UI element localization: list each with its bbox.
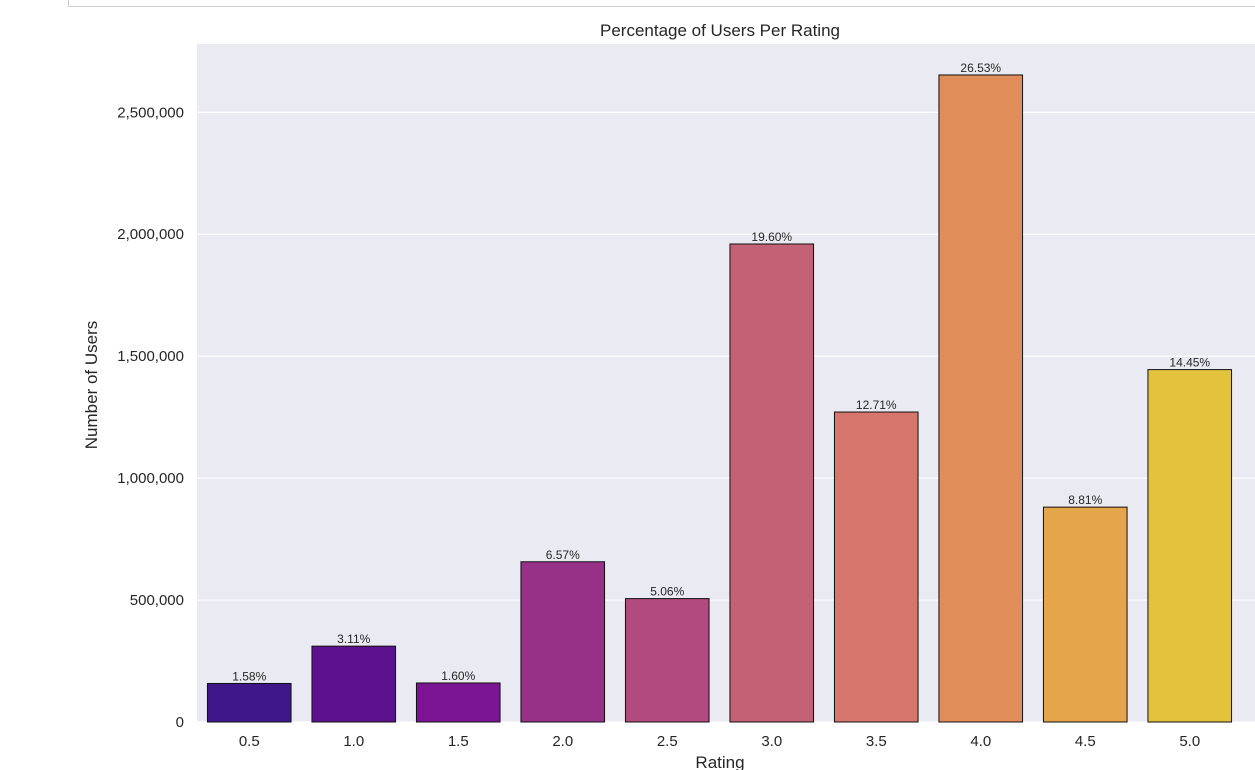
bar-percent-label: 26.53% (960, 61, 1001, 75)
x-tick-label: 4.5 (1075, 733, 1096, 750)
bar-4.0 (938, 74, 1024, 723)
x-tick-label: 3.0 (761, 733, 782, 750)
bar-percent-label: 5.06% (650, 585, 684, 599)
bars (206, 74, 1233, 723)
bar-4.5 (1042, 506, 1128, 723)
y-tick-label: 1,000,000 (117, 470, 184, 487)
bar-5.0 (1147, 369, 1233, 723)
y-tick-label: 1,500,000 (117, 348, 184, 365)
bar-3.0 (729, 243, 815, 723)
bar-labels: 1.58% 3.11% 1.60% 6.57% 5.06% 19.60% 12.71% 26.… (232, 61, 1210, 683)
bar-percent-label: 8.81% (1068, 493, 1102, 507)
notebook-cell-border (68, 0, 1255, 7)
bar-percent-label: 12.71% (856, 398, 897, 412)
bar-3.5 (833, 411, 919, 723)
chart-title: Percentage of Users Per Rating (600, 21, 840, 40)
x-tick-label: 4.0 (970, 733, 991, 750)
bar-0.5 (206, 682, 292, 723)
x-tick-label: 1.5 (448, 733, 469, 750)
y-tick-labels: 0 500,000 1,000,000 1,500,000 2,000,000 2,500… (117, 104, 184, 731)
bar-percent-label: 14.45% (1169, 356, 1210, 370)
x-tick-label: 2.0 (552, 733, 573, 750)
x-tick-labels: 0.5 1.0 1.5 2.0 2.5 3.0 3.5 4.0 4.5 5.0 (239, 733, 1200, 750)
y-tick-label: 0 (176, 714, 184, 731)
bar-2.5 (624, 598, 710, 723)
x-tick-label: 2.5 (657, 733, 678, 750)
bar-percent-label: 19.60% (751, 230, 792, 244)
y-tick-label: 2,000,000 (117, 226, 184, 243)
bar-percent-label: 6.57% (546, 548, 580, 562)
x-tick-label: 5.0 (1179, 733, 1200, 750)
bar-1.5 (415, 682, 501, 723)
bar-percent-label: 3.11% (337, 632, 370, 646)
y-tick-label: 2,500,000 (117, 104, 184, 121)
y-tick-label: 500,000 (130, 592, 184, 609)
bar-2.0 (520, 561, 606, 723)
x-tick-label: 3.5 (866, 733, 887, 750)
x-tick-label: 1.0 (343, 733, 364, 750)
bar-percent-label: 1.58% (232, 669, 266, 683)
bar-percent-label: 1.60% (441, 669, 475, 683)
y-axis-label: Number of Users (82, 321, 101, 449)
x-tick-label: 0.5 (239, 733, 260, 750)
bar-1.0 (311, 645, 397, 723)
x-axis-label: Rating (695, 753, 744, 770)
